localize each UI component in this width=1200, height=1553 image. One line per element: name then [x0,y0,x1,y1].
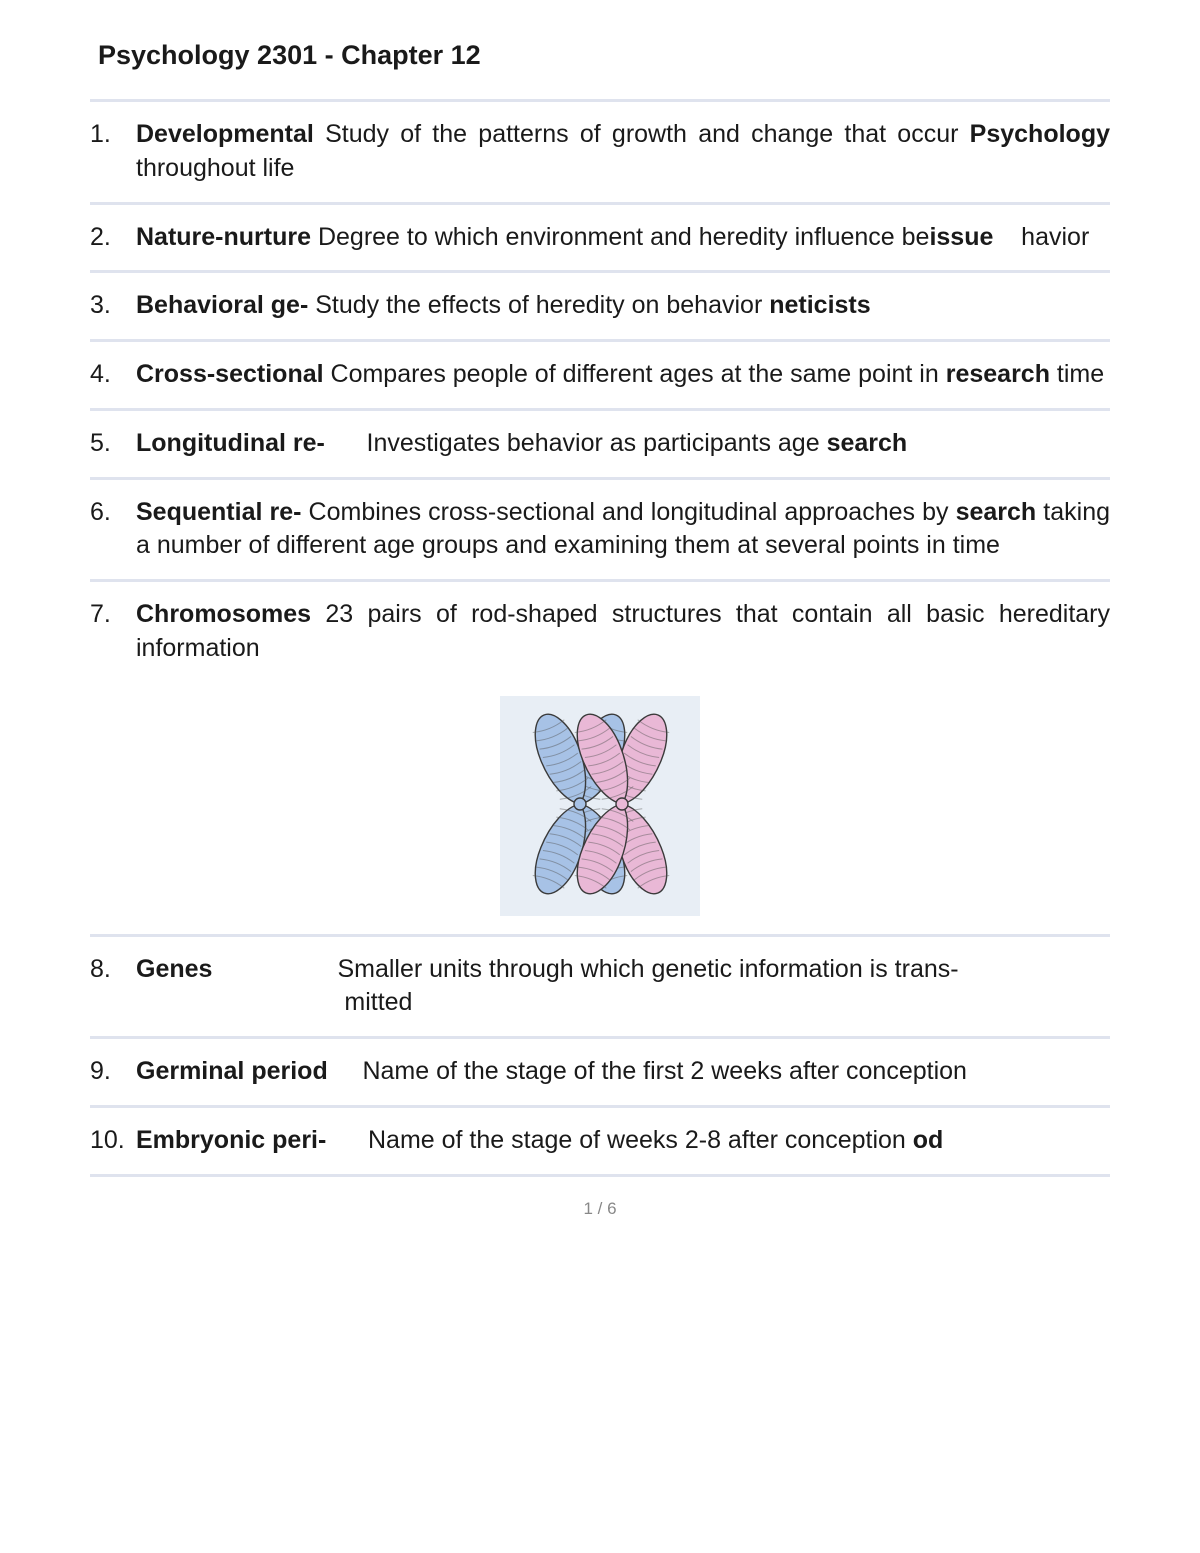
entry-content: Cross-sectional Compares people of diffe… [136,358,1110,392]
entry-content: Sequential re- Combines cross-sectional … [136,496,1110,564]
entry-number: 8. [90,953,136,1021]
page-title: Psychology 2301 - Chapter 12 [90,40,1110,71]
entry-content: Behavioral ge- Study the effects of here… [136,289,1110,323]
entry-number: 3. [90,289,136,323]
entry-number: 2. [90,221,136,255]
entry-number: 4. [90,358,136,392]
entry-row: 9.Germinal period Name of the stage of t… [90,1039,1110,1105]
entry-number: 1. [90,118,136,186]
entry-content: Developmental Study of the patterns of g… [136,118,1110,186]
entry-row: 5.Longitudinal re- Investigates behavior… [90,411,1110,477]
entry-number: 7. [90,598,136,666]
entry-row: 8.Genes Smaller units through which gene… [90,937,1110,1037]
entry-row: 7.Chromosomes 23 pairs of rod-shaped str… [90,582,1110,682]
entry-row: 3.Behavioral ge- Study the effects of he… [90,273,1110,339]
entry-number: 9. [90,1055,136,1089]
entry-content: Embryonic peri- Name of the stage of wee… [136,1124,1110,1158]
entry-content: Nature-nurture Degree to which environme… [136,221,1110,255]
entry-content: Genes Smaller units through which geneti… [136,953,1110,1021]
entry-content: Chromosomes 23 pairs of rod-shaped struc… [136,598,1110,666]
entry-number: 6. [90,496,136,564]
entry-content: Longitudinal re- Investigates behavior a… [136,427,1110,461]
entry-number: 10. [90,1124,136,1158]
entry-row: 4.Cross-sectional Compares people of dif… [90,342,1110,408]
entry-row: 1.Developmental Study of the patterns of… [90,102,1110,202]
divider [90,1174,1110,1177]
entry-row: 6.Sequential re- Combines cross-sectiona… [90,480,1110,580]
entry-image-wrap [90,682,1110,934]
page-number: 1 / 6 [90,1199,1110,1219]
entry-number: 5. [90,427,136,461]
document-body: 1.Developmental Study of the patterns of… [90,99,1110,1177]
entry-row: 2.Nature-nurture Degree to which environ… [90,205,1110,271]
entry-content: Germinal period Name of the stage of the… [136,1055,1110,1089]
chromosome-illustration [500,696,700,916]
entry-row: 10.Embryonic peri- Name of the stage of … [90,1108,1110,1174]
